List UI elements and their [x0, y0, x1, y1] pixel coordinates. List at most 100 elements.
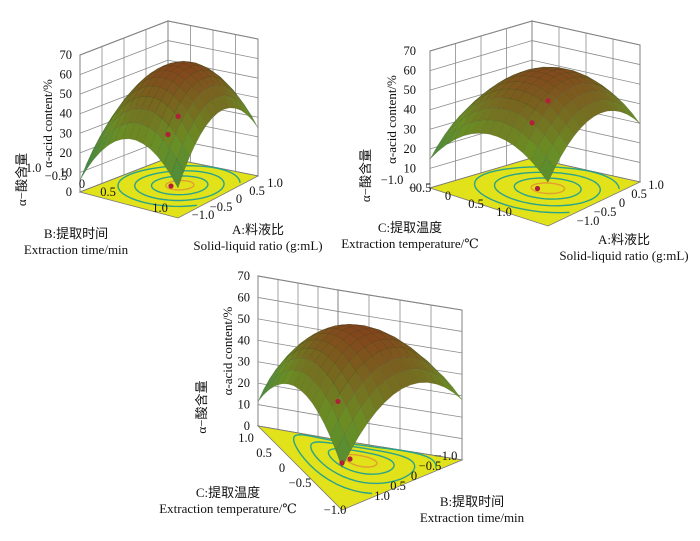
axis2-label-en: Extraction time/min — [420, 510, 525, 525]
axis1-tick-label: 1.0 — [496, 205, 512, 219]
axis2-tick-label: 1.0 — [648, 178, 664, 192]
z-tick-label: 60 — [60, 68, 73, 82]
axis1-label-cn: C:提取温度 — [196, 485, 260, 500]
surface-patch — [170, 158, 184, 189]
axis1-tick-label: 0 — [79, 177, 85, 191]
surface-patch — [245, 108, 259, 128]
response-surface — [429, 66, 641, 183]
z-axis-label-cn: α−酸含量 — [194, 380, 209, 433]
axis1-tick-label: −0.5 — [45, 169, 68, 183]
axis2-label-cn: A:料液比 — [232, 222, 284, 237]
z-axis-label-cn: α−酸含量 — [14, 153, 29, 206]
axis2-tick-label: 1.0 — [374, 489, 390, 503]
axis2-label-cn: B:提取时间 — [440, 494, 504, 509]
z-tick-label: 20 — [404, 142, 417, 156]
design-point — [168, 183, 174, 189]
design-point — [165, 131, 171, 138]
z-tick-label: 40 — [404, 103, 417, 117]
z-tick-label: 30 — [238, 355, 251, 369]
z-axis-label-en: α-acid content/% — [220, 306, 235, 395]
contour-line — [133, 170, 225, 202]
axis2-tick-label: −1.0 — [192, 208, 215, 222]
axis1-tick-label: −1.0 — [19, 161, 42, 175]
axis1-tick-label: −0.5 — [289, 476, 312, 490]
z-tick-label: 30 — [404, 122, 417, 136]
surface-patch — [86, 143, 101, 169]
contour-lines — [473, 166, 620, 214]
contour-floor — [256, 425, 464, 511]
z-tick-label: 70 — [404, 44, 417, 58]
z-tick-label: 30 — [60, 126, 73, 140]
axis2-tick-label: 0.5 — [390, 479, 406, 493]
z-tick-label: 0 — [66, 185, 72, 199]
axis1-label-en: Extraction temperature/℃ — [341, 236, 479, 251]
axis2-tick-label: −0.5 — [210, 200, 233, 214]
axis1-tick-label: 0.5 — [468, 197, 484, 211]
surface-patch — [239, 102, 253, 121]
axis1-tick-label: 0.5 — [100, 185, 116, 199]
design-point — [545, 98, 551, 104]
contour-line — [327, 448, 395, 475]
contour-line — [493, 171, 602, 207]
axis2-tick-label: 1.0 — [267, 176, 283, 190]
contour-line — [117, 164, 241, 208]
contour-line — [513, 177, 582, 200]
z-tick-label: 60 — [238, 290, 251, 304]
design-point — [347, 456, 353, 462]
axis2-tick-label: 0 — [236, 192, 242, 206]
z-tick-label: 20 — [238, 376, 251, 390]
axis1-tick-label: −1.0 — [324, 503, 347, 517]
z-tick-label: 20 — [60, 146, 73, 160]
z-tick-label: 10 — [60, 165, 73, 179]
contour-line — [473, 166, 620, 214]
axis2-label-en: Solid-liquid ratio (g:mL) — [193, 238, 322, 253]
design-point — [335, 398, 341, 405]
axis2-label-en: Solid-liquid ratio (g:mL) — [559, 248, 688, 263]
axis1-tick-label: 0 — [445, 189, 451, 203]
contour-line — [292, 433, 437, 495]
axis1-tick-label: 1.0 — [152, 201, 168, 215]
surface-patch — [444, 380, 463, 400]
surface-patch — [257, 381, 271, 402]
contour-line — [150, 175, 209, 196]
contour-line — [530, 182, 566, 195]
design-point — [175, 113, 181, 119]
z-tick-label: 10 — [404, 161, 417, 175]
axis1-tick-label: 1.0 — [238, 431, 254, 445]
axis1-tick-label: −0.5 — [409, 181, 432, 195]
axis2-tick-label: 0 — [619, 196, 625, 210]
z-tick-label: 50 — [60, 87, 73, 101]
axis2-tick-label: 0.5 — [249, 184, 265, 198]
z-tick-label: 70 — [60, 48, 73, 62]
axis2-tick-label: −0.5 — [594, 205, 617, 219]
response-surface — [257, 324, 463, 468]
axis2-tick-label: −1.0 — [577, 214, 600, 228]
axis2-tick-label: 0 — [411, 469, 417, 483]
z-tick-label: 0 — [244, 419, 250, 433]
axis2-tick-label: −1.0 — [435, 449, 458, 463]
axis2-label-cn: A:料液比 — [598, 232, 650, 247]
axis2-tick-label: −0.5 — [419, 459, 442, 473]
surface-patch — [539, 156, 555, 183]
z-tick-label: 70 — [238, 269, 251, 283]
contour-lines — [117, 164, 241, 208]
z-axis-label-cn: α−酸含量 — [358, 149, 373, 202]
axis1-tick-label: −1.0 — [381, 173, 404, 187]
axis1-tick-label: 0 — [279, 461, 285, 475]
axis1-label-cn: C:提取温度 — [378, 220, 442, 235]
z-tick-label: 60 — [404, 64, 417, 78]
surface-patch — [335, 434, 351, 468]
z-tick-label: 50 — [404, 83, 417, 97]
z-tick-label: 0 — [410, 181, 416, 195]
axis2-tick-label: 0.5 — [631, 187, 647, 201]
design-point — [529, 120, 535, 126]
z-tick-label: 40 — [238, 333, 251, 347]
contour-line — [164, 179, 195, 191]
design-point — [339, 460, 345, 466]
axis1-label-en: Extraction temperature/℃ — [159, 501, 297, 516]
z-tick-label: 10 — [238, 398, 251, 412]
contour-line — [309, 441, 416, 485]
axis1-tick-label: 0.5 — [256, 446, 272, 460]
